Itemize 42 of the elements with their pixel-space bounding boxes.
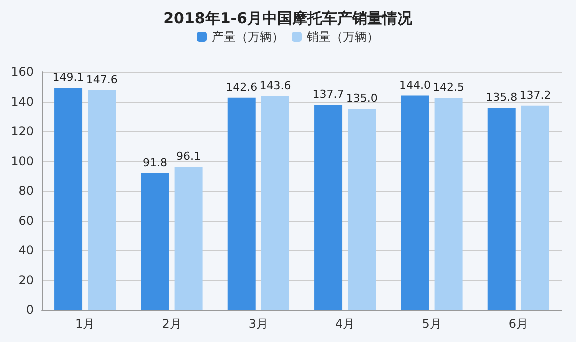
bar xyxy=(88,90,116,310)
bar xyxy=(401,96,430,310)
data-label: 135.8 xyxy=(486,90,518,104)
legend-label: 销量（万辆） xyxy=(306,30,379,44)
data-label: 142.5 xyxy=(433,81,465,94)
bar xyxy=(521,106,550,310)
bar xyxy=(348,109,376,310)
y-tick-label: 20 xyxy=(18,273,34,288)
y-tick-label: 80 xyxy=(18,184,34,198)
bar xyxy=(488,108,516,310)
bar xyxy=(434,98,463,310)
data-label: 96.1 xyxy=(176,150,202,164)
data-label: 144.0 xyxy=(399,78,431,92)
legend-label: 产量（万辆） xyxy=(212,30,284,44)
data-label: 137.2 xyxy=(520,88,552,102)
y-tick-label: 100 xyxy=(11,154,34,168)
bar xyxy=(228,98,256,310)
data-label: 137.7 xyxy=(312,88,344,102)
y-tick-label: 160 xyxy=(11,65,34,79)
chart-title: 2018年1-6月中国摩托车产销量情况 xyxy=(164,10,414,28)
x-tick-label: 2月 xyxy=(162,317,182,331)
x-tick-label: 1月 xyxy=(76,317,96,331)
data-label: 91.8 xyxy=(142,156,168,170)
data-label: 147.6 xyxy=(86,73,118,86)
x-tick-label: 3月 xyxy=(248,317,268,331)
data-label: 142.6 xyxy=(226,80,258,94)
data-label: 135.0 xyxy=(346,92,378,106)
y-tick-label: 40 xyxy=(18,244,34,258)
bar xyxy=(174,167,203,310)
y-tick-label: 60 xyxy=(18,214,34,228)
y-tick-label: 0 xyxy=(26,303,34,317)
x-tick-label: 5月 xyxy=(422,317,442,331)
x-tick-label: 4月 xyxy=(336,317,356,331)
data-label: 149.1 xyxy=(52,71,84,84)
y-tick-label: 120 xyxy=(11,124,34,138)
bar xyxy=(54,88,83,310)
bar xyxy=(261,96,290,310)
bar xyxy=(314,105,343,310)
y-tick-label: 140 xyxy=(11,94,34,109)
data-label: 143.6 xyxy=(260,79,292,92)
bar xyxy=(141,173,170,310)
x-tick-label: 6月 xyxy=(508,317,528,331)
